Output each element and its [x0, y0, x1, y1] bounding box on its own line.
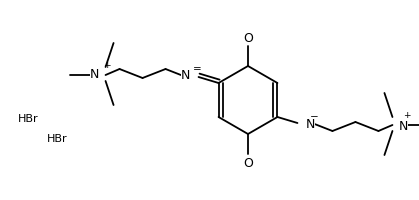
Text: +: + [403, 111, 410, 120]
Text: HBr: HBr [47, 133, 67, 143]
Text: N: N [90, 68, 100, 81]
Text: O: O [243, 31, 253, 44]
Text: +: + [103, 61, 110, 70]
Text: HBr: HBr [18, 113, 39, 123]
Text: =: = [193, 64, 202, 74]
Text: O: O [243, 157, 253, 170]
Text: N: N [181, 69, 191, 82]
Text: N: N [305, 118, 315, 131]
Text: N: N [398, 120, 408, 133]
Text: −: − [310, 111, 319, 121]
